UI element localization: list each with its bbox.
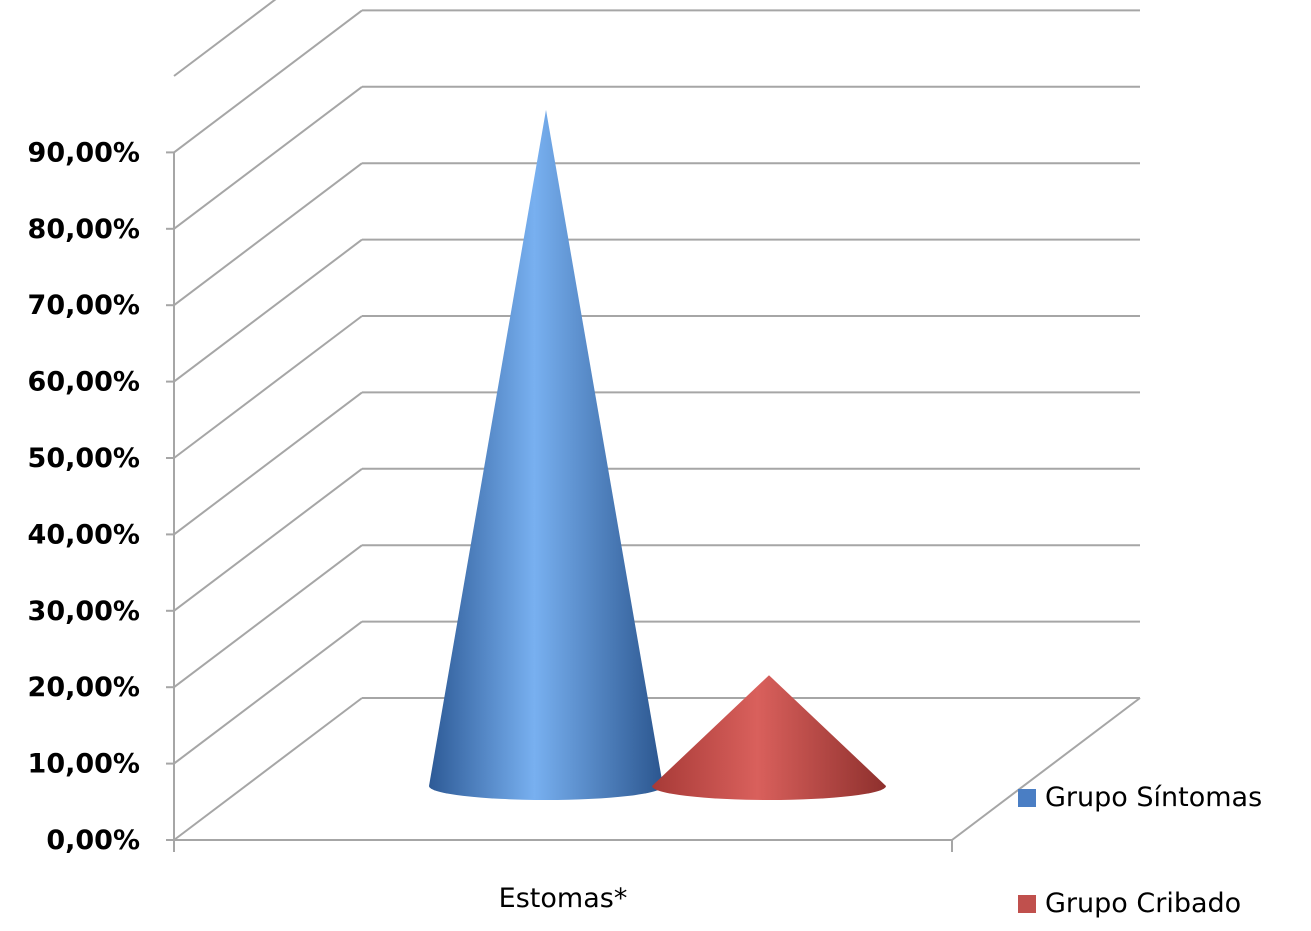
legend-label: Grupo Cribado (1045, 888, 1241, 919)
legend-swatch (1018, 789, 1036, 807)
y-tick-label: 30,00% (28, 596, 140, 627)
y-tick-label: 40,00% (28, 519, 140, 550)
gridline-side (173, 86, 363, 230)
floor-right-edge (951, 697, 1141, 841)
axes (173, 152, 1141, 841)
gridlines (173, 0, 1140, 841)
cone-grupo-cribado (652, 675, 886, 800)
gridline-side (173, 620, 363, 765)
gridline-side (173, 162, 363, 306)
y-tick-label: 0,00% (46, 825, 140, 856)
y-tick-label: 50,00% (28, 443, 140, 474)
x-category-label: Estomas* (499, 883, 628, 914)
gridline-side (173, 468, 363, 612)
y-tick-label: 10,00% (28, 749, 140, 780)
gridline-side (173, 0, 277, 77)
legend: Grupo Síntomas Grupo Cribado (1018, 782, 1262, 919)
y-tick-label: 70,00% (28, 290, 140, 321)
y-tick-label: 60,00% (28, 367, 140, 398)
legend-swatch (1018, 895, 1036, 913)
y-axis-ticks: 0,00% 10,00% 20,00% 30,00% 40,00% 50,00% 60,00… (28, 137, 953, 856)
y-tick-label: 20,00% (28, 672, 140, 703)
y-tick-label: 90,00% (28, 137, 140, 168)
cones (429, 109, 886, 801)
gridline-side (173, 697, 363, 841)
gridline-side (173, 315, 363, 459)
x-axis-categories: Estomas* (499, 883, 628, 914)
gridline-side (173, 391, 363, 536)
legend-label: Grupo Síntomas (1045, 782, 1262, 813)
gridline-side (173, 238, 363, 383)
y-tick-label: 80,00% (28, 214, 140, 245)
gridline-side (173, 9, 363, 154)
cone-grupo-síntomas (429, 109, 663, 801)
gridline-side (173, 544, 363, 688)
